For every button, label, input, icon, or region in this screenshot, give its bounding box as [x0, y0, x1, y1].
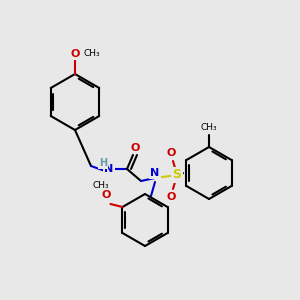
Text: S: S: [172, 169, 182, 182]
Text: CH₃: CH₃: [83, 50, 100, 58]
Text: O: O: [102, 190, 111, 200]
Text: O: O: [70, 49, 80, 59]
Text: O: O: [166, 148, 176, 158]
Text: CH₃: CH₃: [201, 122, 217, 131]
Text: CH₃: CH₃: [92, 182, 109, 190]
Text: O: O: [166, 192, 176, 202]
Text: N: N: [104, 164, 114, 174]
Text: O: O: [130, 143, 140, 153]
Text: N: N: [150, 168, 160, 178]
Text: H: H: [99, 158, 107, 168]
